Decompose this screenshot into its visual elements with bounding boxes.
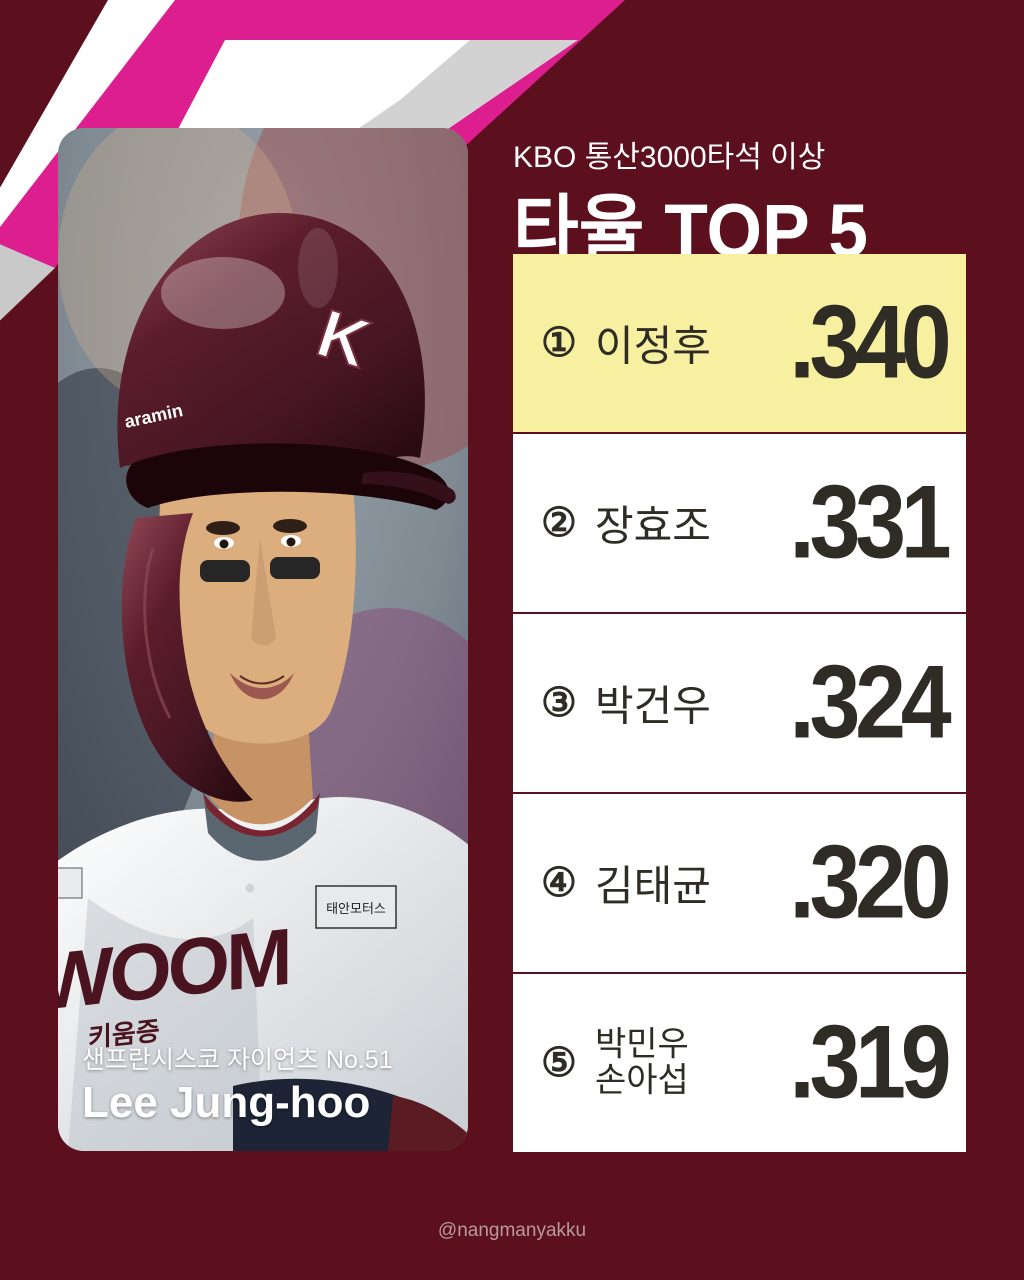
svg-text:태안모터스: 태안모터스 [326,901,386,916]
